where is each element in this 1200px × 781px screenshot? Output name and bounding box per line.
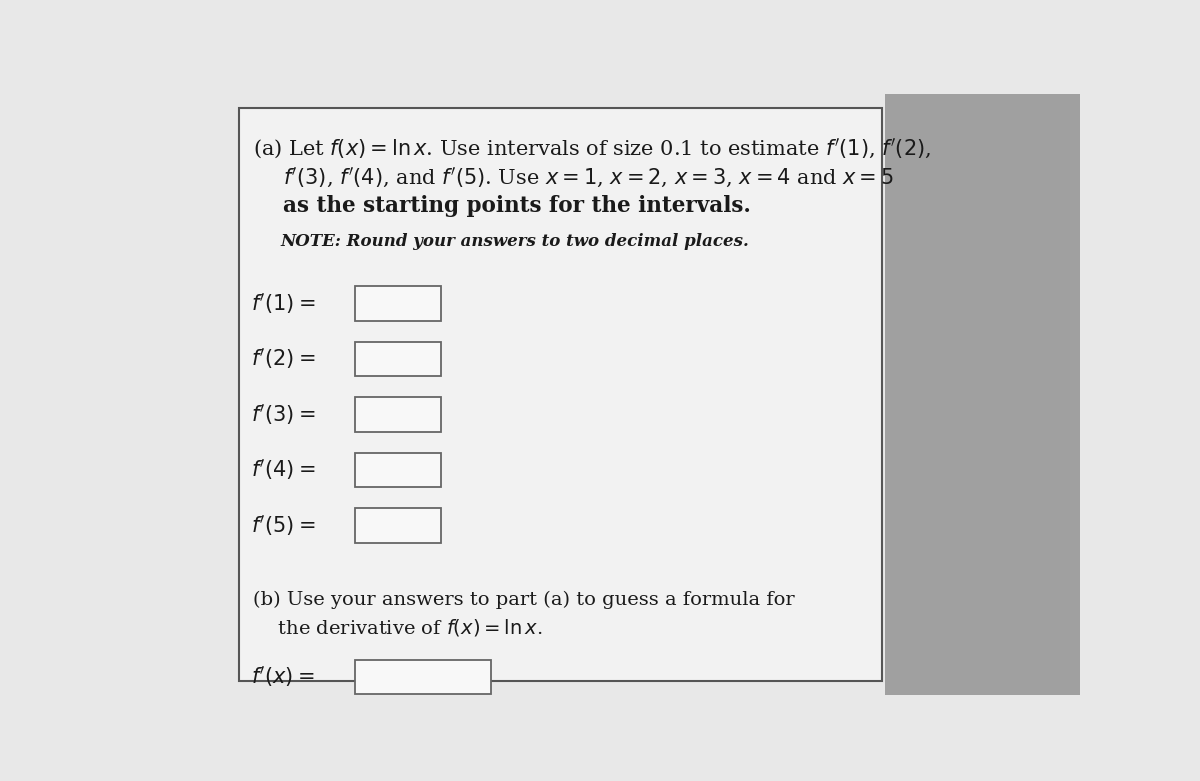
Text: $f^{\prime}(4) =$: $f^{\prime}(4) =$ <box>251 458 316 483</box>
Text: NOTE: Round your answers to two decimal places.: NOTE: Round your answers to two decimal … <box>281 233 749 250</box>
Bar <box>884 94 1080 695</box>
Text: as the starting points for the intervals.: as the starting points for the intervals… <box>282 194 750 216</box>
Text: $f^{\prime}(1) =$: $f^{\prime}(1) =$ <box>251 291 316 316</box>
FancyBboxPatch shape <box>355 508 440 543</box>
FancyBboxPatch shape <box>355 341 440 376</box>
Text: $f^{\prime}(2) =$: $f^{\prime}(2) =$ <box>251 347 316 372</box>
Text: $f^{\prime}(x) =$: $f^{\prime}(x) =$ <box>251 665 314 690</box>
Text: the derivative of $f(x) = \ln x$.: the derivative of $f(x) = \ln x$. <box>253 617 542 638</box>
Text: $f^{\prime}(5) =$: $f^{\prime}(5) =$ <box>251 513 316 538</box>
FancyBboxPatch shape <box>239 108 882 681</box>
Text: (b) Use your answers to part (a) to guess a formula for: (b) Use your answers to part (a) to gues… <box>253 590 794 608</box>
FancyBboxPatch shape <box>355 286 440 321</box>
FancyBboxPatch shape <box>355 397 440 432</box>
Text: $f^{\prime}(3)$, $f^{\prime}(4)$, and $f^{\prime}(5)$. Use $x = 1$, $x = 2$, $x : $f^{\prime}(3)$, $f^{\prime}(4)$, and $f… <box>282 166 894 190</box>
FancyBboxPatch shape <box>355 452 440 487</box>
Text: $f^{\prime}(3) =$: $f^{\prime}(3) =$ <box>251 402 316 427</box>
FancyBboxPatch shape <box>355 660 491 694</box>
Text: (a) Let $f(x) = \ln x$. Use intervals of size 0.1 to estimate $f^{\prime}(1)$, $: (a) Let $f(x) = \ln x$. Use intervals of… <box>253 137 931 162</box>
